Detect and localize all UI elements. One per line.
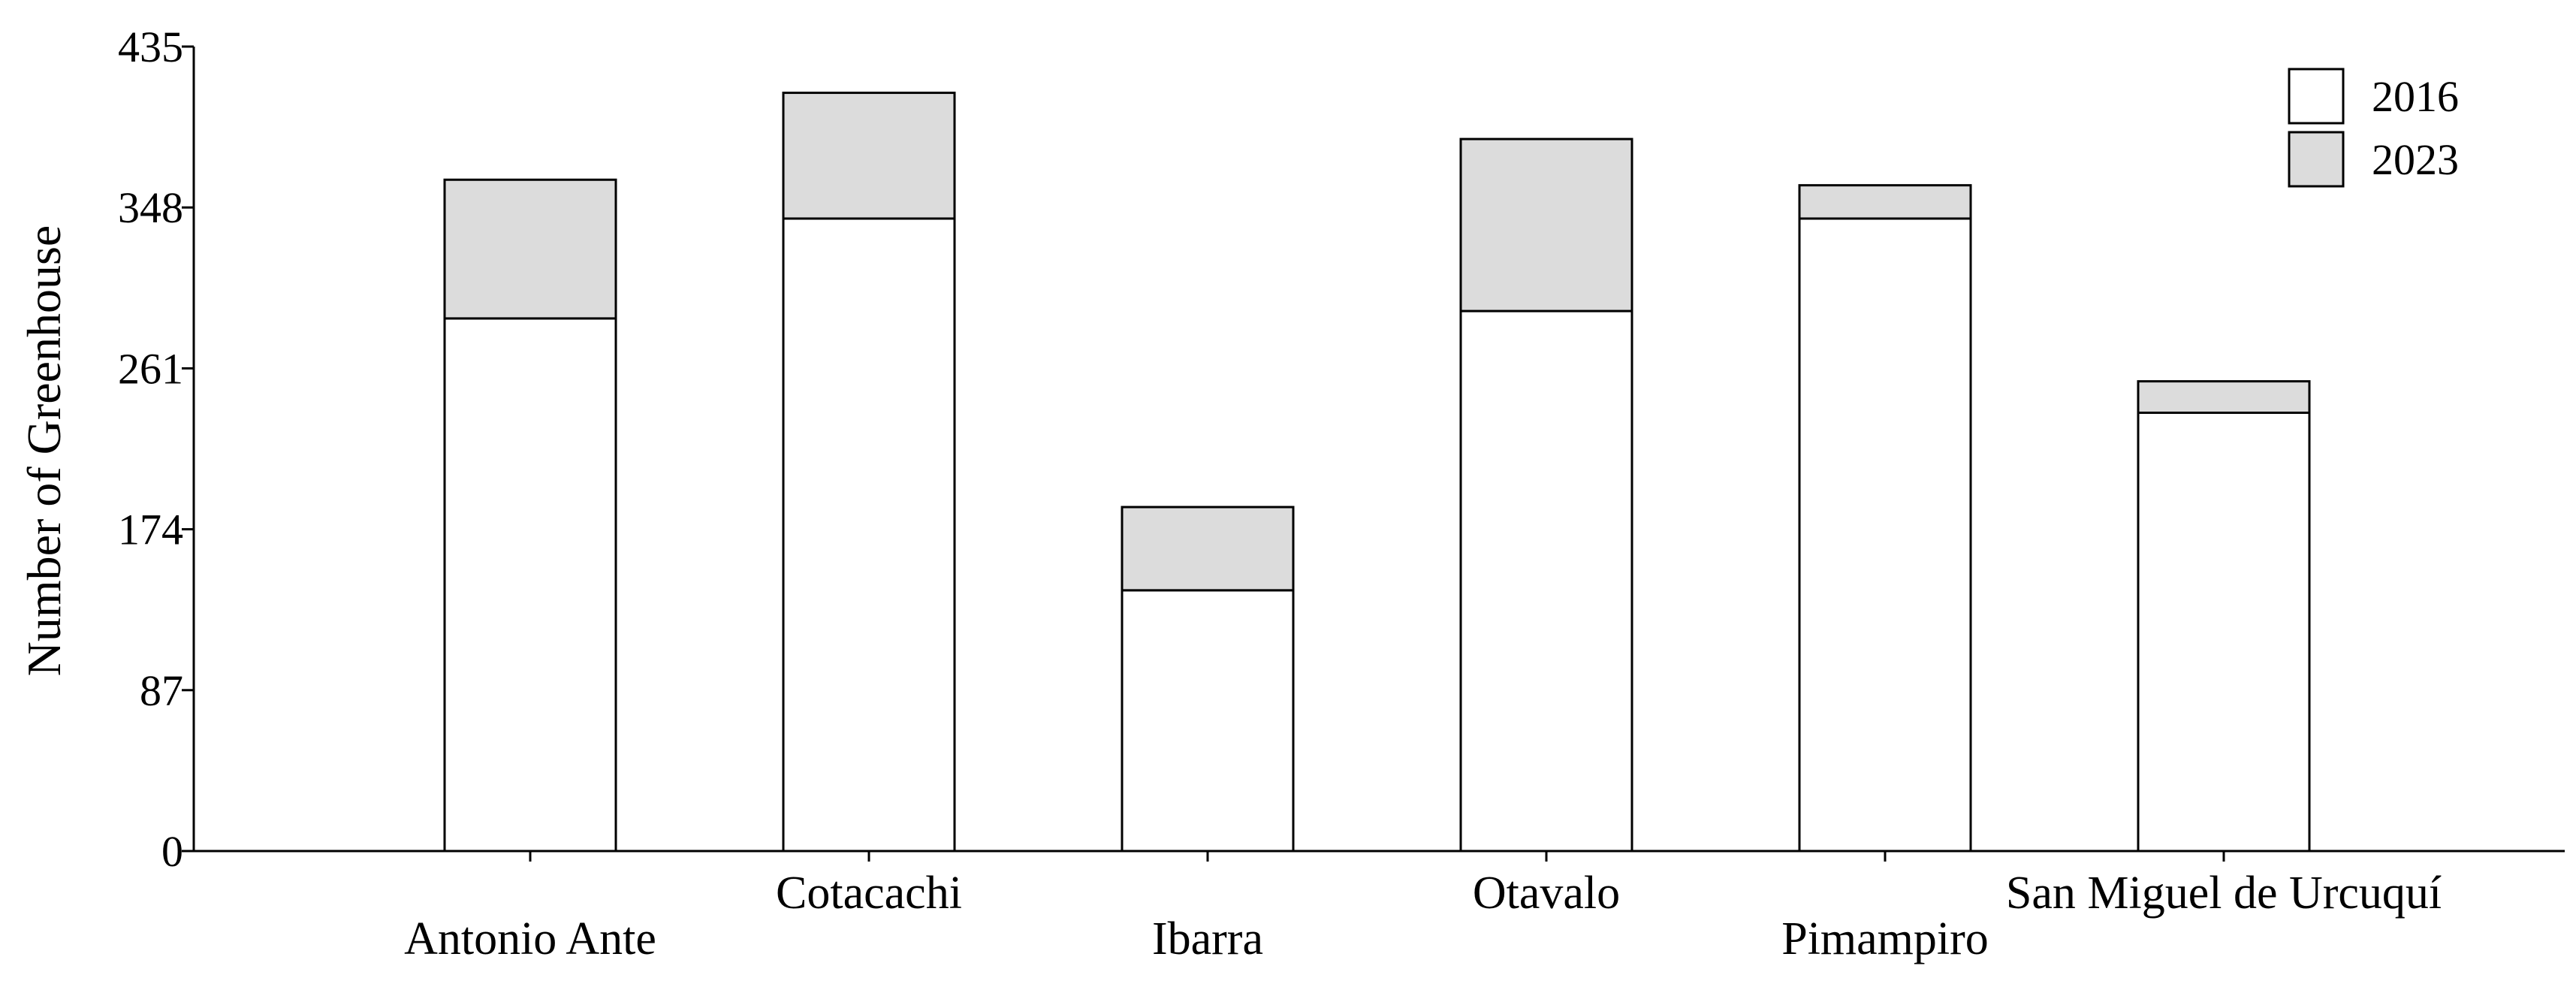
legend-swatch bbox=[2288, 131, 2345, 188]
bar-2023-antonio-ante bbox=[443, 178, 617, 320]
bar-2016-ibarra bbox=[1121, 589, 1295, 853]
bar-2016-antonio-ante bbox=[443, 317, 617, 853]
bar-2023-ibarra bbox=[1121, 506, 1295, 592]
y-tick-label: 435 bbox=[118, 23, 183, 71]
x-tick-label: Pimampiro bbox=[1781, 913, 1989, 964]
legend-label: 2016 bbox=[2372, 72, 2459, 121]
bar-2016-san-miguel-de-urcuqu- bbox=[2137, 411, 2311, 853]
bar-2023-san-miguel-de-urcuqu- bbox=[2137, 380, 2311, 414]
y-tick-label: 348 bbox=[118, 183, 183, 232]
y-tick-label: 0 bbox=[161, 827, 183, 876]
x-tick-label: San Miguel de Urcuquí bbox=[2006, 868, 2442, 919]
legend: 2016 2023 bbox=[2288, 68, 2459, 188]
y-tick-label: 174 bbox=[118, 506, 183, 554]
bar-2023-pimampiro bbox=[1798, 184, 1972, 220]
bar-2016-otavalo bbox=[1459, 309, 1633, 853]
bar-2016-pimampiro bbox=[1798, 217, 1972, 853]
x-tick-label: Ibarra bbox=[1152, 913, 1263, 964]
legend-label: 2023 bbox=[2372, 135, 2459, 184]
legend-swatch bbox=[2288, 68, 2345, 125]
y-tick-label: 261 bbox=[118, 344, 183, 393]
x-tick-label: Otavalo bbox=[1473, 868, 1620, 919]
x-tick-label: Cotacachi bbox=[776, 868, 962, 919]
plot-area: 0 87 174 261 348 435 Antonio Ante Cotacachi Ibar… bbox=[118, 23, 2565, 964]
bar-2016-cotacachi bbox=[782, 217, 956, 853]
x-tick-label: Antonio Ante bbox=[404, 913, 656, 964]
y-axis-title: Number of Greenhouse bbox=[17, 225, 71, 677]
y-tick-label: 87 bbox=[140, 666, 183, 715]
bar-2023-cotacachi bbox=[782, 92, 956, 220]
bar-2023-otavalo bbox=[1459, 137, 1633, 312]
